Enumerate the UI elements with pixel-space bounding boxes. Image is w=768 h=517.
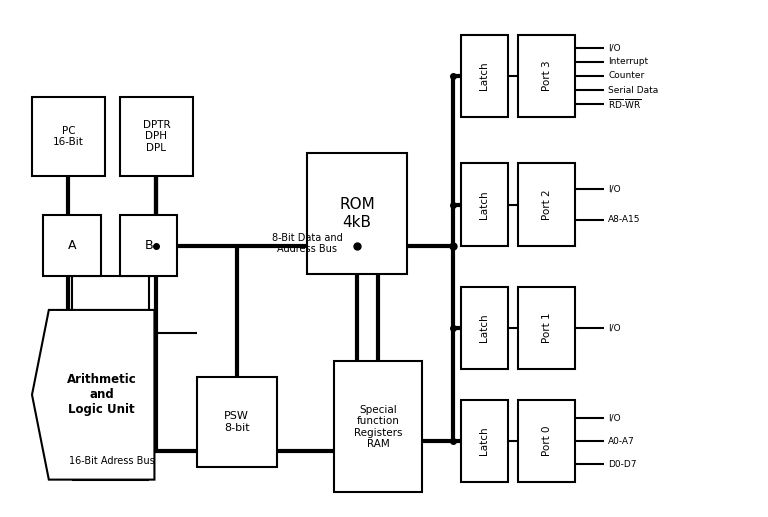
Text: 16-Bit Adress Bus: 16-Bit Adress Bus (69, 457, 155, 466)
Text: Interrupt: Interrupt (608, 57, 648, 66)
Text: I/O: I/O (608, 324, 621, 332)
Text: Latch: Latch (479, 314, 489, 342)
Bar (461, 163, 508, 246)
Text: I/O: I/O (608, 43, 621, 52)
Text: Latch: Latch (479, 427, 489, 455)
Text: I/O: I/O (608, 414, 621, 422)
Bar (307, 153, 407, 274)
Text: PC
16-Bit: PC 16-Bit (53, 126, 84, 147)
Text: $\overline{\mathregular{RD}}$-$\overline{\mathregular{WR}}$: $\overline{\mathregular{RD}}$-$\overline… (608, 97, 642, 111)
Text: Serial Data: Serial Data (608, 86, 658, 95)
Bar (461, 287, 508, 369)
Bar (518, 163, 575, 246)
Bar (44, 215, 101, 277)
Bar (518, 287, 575, 369)
Text: Special
function
Registers
RAM: Special function Registers RAM (354, 404, 402, 449)
Text: A: A (68, 239, 77, 252)
Bar (518, 35, 575, 117)
Text: Arithmetic
and
Logic Unit: Arithmetic and Logic Unit (67, 373, 137, 416)
Text: I/O: I/O (608, 185, 621, 193)
Bar (197, 377, 277, 467)
Text: Port 0: Port 0 (541, 426, 551, 457)
Text: B: B (144, 239, 153, 252)
Bar (32, 97, 104, 176)
Text: Latch: Latch (479, 62, 489, 90)
Bar (461, 35, 508, 117)
Text: 8-Bit Data and
Address Bus: 8-Bit Data and Address Bus (272, 233, 343, 254)
Bar (120, 215, 177, 277)
Text: Port 2: Port 2 (541, 189, 551, 220)
Text: PSW
8-bit: PSW 8-bit (224, 411, 250, 433)
Bar (461, 400, 508, 482)
Text: A8-A15: A8-A15 (608, 216, 641, 224)
Text: Port 1: Port 1 (541, 313, 551, 343)
Bar (518, 400, 575, 482)
Text: A0-A7: A0-A7 (608, 436, 635, 446)
Text: Counter: Counter (608, 71, 644, 81)
Polygon shape (32, 310, 154, 480)
Bar (120, 97, 193, 176)
Text: DPTR
DPH
DPL: DPTR DPH DPL (143, 120, 170, 153)
Text: Latch: Latch (479, 190, 489, 219)
Text: D0-D7: D0-D7 (608, 460, 637, 469)
Text: ROM
4kB: ROM 4kB (339, 197, 375, 230)
Text: Port 3: Port 3 (541, 60, 551, 92)
Bar (334, 361, 422, 493)
